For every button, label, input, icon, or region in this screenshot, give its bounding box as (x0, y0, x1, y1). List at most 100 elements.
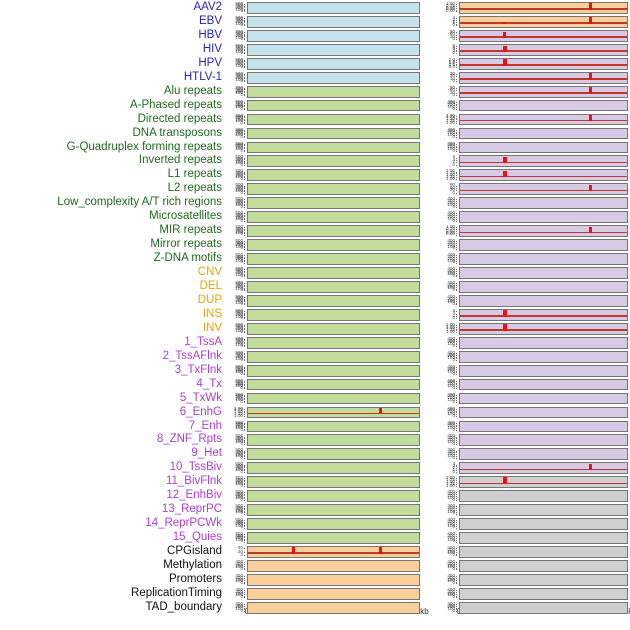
track-row-right-hbv[interactable]: 90 60 30 0 (436, 29, 628, 42)
track-row-right-inv[interactable]: 2.00 1.75 1.50 1.25 1.00 (436, 322, 628, 335)
track-row-left-methylation[interactable]: 400 300 200 100 0 (224, 559, 420, 572)
track-plot-area[interactable] (247, 322, 420, 335)
signal-bar[interactable] (503, 156, 507, 164)
track-plot-area[interactable] (247, 141, 420, 154)
track-row-right-9-het[interactable]: 400 300 200 100 0 (436, 448, 628, 461)
track-plot-area[interactable] (247, 15, 420, 28)
track-plot-area[interactable] (459, 476, 628, 489)
track-plot-area[interactable] (459, 29, 628, 42)
track-plot-area[interactable] (247, 406, 420, 419)
track-plot-area[interactable] (459, 253, 628, 265)
track-row-left-ins[interactable]: 500 400 300 200 100 0 (224, 308, 420, 321)
track-plot-area[interactable] (247, 587, 420, 600)
track-row-right-z-dna-motifs[interactable]: 400 300 200 100 0 (436, 252, 628, 265)
track-row-right-14-reprpcwk[interactable]: 400 300 200 100 0 (436, 518, 628, 530)
signal-bar[interactable] (378, 407, 383, 415)
track-row-right-replicationtiming[interactable]: 400 300 200 100 0 (436, 587, 628, 600)
track-plot-area[interactable] (247, 294, 420, 307)
track-row-right-aav2[interactable]: 1.00 0.75 0.50 0.25 0.00 (436, 1, 628, 14)
track-row-left-11-bivflnk[interactable]: 500 400 300 200 100 0 (224, 476, 420, 489)
signal-bar[interactable] (502, 32, 507, 38)
signal-bar[interactable] (588, 73, 593, 80)
track-plot-area[interactable] (459, 57, 628, 70)
track-plot-area[interactable] (459, 406, 628, 419)
track-plot-area[interactable] (459, 99, 628, 112)
signal-bar[interactable] (588, 226, 593, 234)
track-row-right-6-enhg[interactable]: 400 300 200 100 0 (436, 406, 628, 419)
track-plot-area[interactable] (459, 15, 628, 28)
signal-bar[interactable] (503, 477, 507, 485)
track-plot-area[interactable] (247, 127, 420, 140)
track-row-right-l2-repeats[interactable]: 90 60 30 0 (436, 183, 628, 196)
signal-bar[interactable] (378, 547, 383, 554)
track-plot-area[interactable] (247, 573, 420, 586)
track-plot-area[interactable] (247, 462, 420, 475)
track-row-right-dna-transposons[interactable]: 400 300 200 100 0 (436, 127, 628, 140)
track-row-left-ebv[interactable]: 500 400 300 200 100 0 (224, 15, 420, 28)
track-plot-area[interactable] (247, 113, 420, 126)
track-row-left-5-txwk[interactable]: 500 400 300 200 100 0 (224, 392, 420, 405)
track-row-left-a-phased-repeats[interactable]: 500 400 300 200 100 0 (224, 99, 420, 112)
track-plot-area[interactable] (459, 560, 628, 572)
track-plot-area[interactable] (247, 518, 420, 530)
track-row-right-l1-repeats[interactable]: 2.00 1.75 1.50 1.25 1.00 (436, 169, 628, 182)
track-row-left-mirror-repeats[interactable]: 500 400 300 200 100 0 (224, 239, 420, 251)
track-row-right-13-reprpc[interactable]: 400 300 200 100 0 (436, 504, 628, 517)
track-plot-area[interactable] (459, 127, 628, 140)
track-plot-area[interactable] (247, 434, 420, 447)
track-row-right-del[interactable]: 400 300 200 100 0 (436, 280, 628, 293)
track-row-right-microsatellites[interactable]: 400 300 200 100 0 (436, 211, 628, 224)
track-row-right-a-phased-repeats[interactable]: 400 300 200 100 0 (436, 99, 628, 112)
track-plot-area[interactable] (247, 29, 420, 42)
track-plot-area[interactable] (459, 420, 628, 433)
track-plot-area[interactable] (247, 253, 420, 265)
track-row-right-g-quadruplex-forming-repeats[interactable]: 400 300 200 100 0 (436, 141, 628, 154)
signal-bar[interactable] (503, 170, 507, 178)
track-plot-area[interactable] (459, 43, 628, 56)
track-plot-area[interactable] (459, 532, 628, 544)
track-row-right-cnv[interactable]: 400 300 200 100 0 (436, 266, 628, 279)
track-plot-area[interactable] (459, 336, 628, 349)
track-row-right-5-txwk[interactable]: 400 300 200 100 0 (436, 392, 628, 405)
track-plot-area[interactable] (459, 239, 628, 251)
track-row-right-3-txflnk[interactable]: 400 300 200 100 0 (436, 364, 628, 377)
track-row-left-z-dna-motifs[interactable]: 500 400 300 200 100 0 (224, 252, 420, 265)
track-plot-area[interactable] (459, 392, 628, 405)
track-plot-area[interactable] (247, 378, 420, 391)
track-row-right-promoters[interactable]: 400 300 200 100 0 (436, 573, 628, 586)
track-plot-area[interactable] (459, 434, 628, 447)
track-plot-area[interactable] (459, 294, 628, 307)
track-plot-area[interactable] (459, 197, 628, 210)
track-row-left-g-quadruplex-forming-repeats[interactable]: 500 400 300 200 100 0 (224, 141, 420, 154)
track-plot-area[interactable] (247, 169, 420, 182)
track-row-left-promoters[interactable]: 400 300 200 100 0 (224, 573, 420, 586)
track-row-left-cnv[interactable]: 500 400 300 200 100 0 (224, 266, 420, 279)
track-row-left-6-enhg[interactable]: 2.00 1.75 1.50 1.25 1.00 (224, 406, 420, 419)
track-row-left-l2-repeats[interactable]: 500 400 300 200 100 0 (224, 183, 420, 196)
track-row-right-methylation[interactable]: 400 300 200 100 0 (436, 559, 628, 572)
track-row-right-4-tx[interactable]: 400 300 200 100 0 (436, 378, 628, 391)
track-plot-area[interactable] (247, 85, 420, 98)
track-row-right-htlv-1[interactable]: 30 20 10 0 (436, 71, 628, 84)
track-row-left-13-reprpc[interactable]: 500 400 300 200 100 0 (224, 504, 420, 517)
track-plot-area[interactable] (247, 197, 420, 210)
track-row-left-7-enh[interactable]: 500 400 300 200 100 0 (224, 420, 420, 433)
track-plot-area[interactable] (247, 476, 420, 489)
track-row-left-alu-repeats[interactable]: 500 400 300 200 100 0 (224, 85, 420, 98)
track-plot-area[interactable] (459, 490, 628, 503)
track-plot-area[interactable] (247, 336, 420, 349)
track-row-right-cpgisland[interactable]: 400 300 200 100 0 (436, 545, 628, 558)
track-row-left-l1-repeats[interactable]: 500 400 300 200 100 0 (224, 169, 420, 182)
track-plot-area[interactable] (459, 378, 628, 391)
track-row-right-dup[interactable]: 400 300 200 100 0 (436, 294, 628, 307)
signal-bar[interactable] (588, 3, 593, 10)
signal-bar[interactable] (291, 547, 296, 554)
track-row-left-4-tx[interactable]: 500 400 300 200 100 0 (224, 378, 420, 391)
signal-bar[interactable] (503, 310, 507, 317)
track-plot-area[interactable] (247, 183, 420, 196)
track-plot-area[interactable] (459, 169, 628, 182)
track-plot-area[interactable] (459, 322, 628, 335)
track-row-right-mirror-repeats[interactable]: 400 300 200 100 0 (436, 239, 628, 251)
